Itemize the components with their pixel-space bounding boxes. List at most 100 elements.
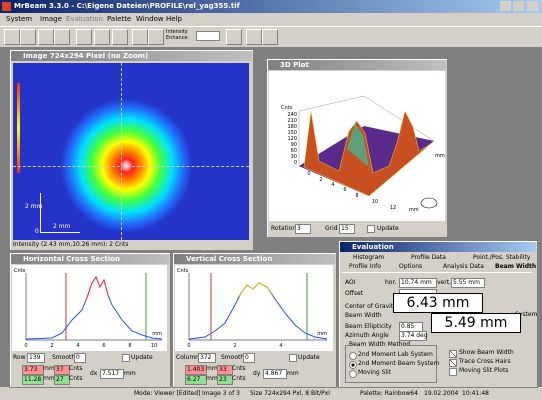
menu-item[interactable]: System — [6, 14, 32, 25]
toolbar: Intensity Enhance — [0, 26, 542, 48]
x-tick: 2 — [319, 177, 322, 183]
radio-label: 2nd Moment Lab System — [358, 351, 433, 359]
cursor2-pos: 6.27 — [185, 375, 207, 385]
dy-field: 4.867 — [263, 369, 287, 379]
title-bar: MrBeam 3.3.0 - C:\Eigene Dateien\PROFILE… — [0, 0, 542, 13]
tool-button[interactable] — [94, 29, 110, 45]
y-unit: Cnts — [177, 268, 189, 274]
x-tick: 10 — [372, 199, 378, 205]
x-tick: 12 — [390, 205, 396, 211]
beam-image: 2 mm 2 mm 0 — [13, 63, 249, 240]
x-tick: 0 — [307, 171, 310, 177]
radio-label: 2nd Moment Beam System — [358, 360, 439, 368]
radio[interactable] — [349, 352, 357, 360]
update-checkbox[interactable] — [122, 354, 130, 362]
unit: mm — [206, 365, 218, 373]
beam-width-label: Beam Width — [345, 312, 382, 320]
x-tick: 4 — [331, 182, 334, 188]
tool-button[interactable] — [226, 29, 242, 45]
tool-button[interactable] — [262, 29, 278, 45]
crosshair-h — [13, 166, 249, 167]
x-tick: 6 — [102, 343, 105, 349]
x-tick: 2 — [233, 343, 236, 349]
aoi-h-field: 10.74 mm — [399, 278, 437, 288]
row-label: Row — [13, 354, 25, 362]
menu-item[interactable]: Help — [166, 14, 182, 25]
radio[interactable] — [349, 370, 357, 378]
maximize-button[interactable] — [513, 1, 524, 11]
tool-button[interactable] — [4, 29, 20, 45]
azimuth-field: 3.74 deg — [399, 331, 427, 341]
checkbox[interactable] — [449, 359, 457, 367]
cursor1-value: 33 — [217, 365, 233, 375]
intensity-field[interactable] — [196, 31, 220, 41]
smooth-field[interactable]: 0 — [74, 353, 86, 363]
update-checkbox[interactable] — [289, 354, 297, 362]
plot3d-canvas: Cnts 240 210 180 150 120 90 60 30 0 0 2 … — [269, 71, 445, 221]
crosshair-v — [121, 63, 122, 240]
plot-bg — [12, 265, 167, 351]
x-unit: mm — [152, 331, 162, 337]
vertical-cross-window: Vertical Cross Section Cnts 0 2 4 mm Col… — [172, 252, 337, 388]
unit: Cnts — [69, 365, 82, 373]
aoi-v-field: 5.55 mm — [451, 278, 485, 288]
row-field[interactable]: 139 — [27, 353, 45, 363]
unit: Cnts — [232, 365, 245, 373]
checkbox[interactable] — [449, 350, 457, 358]
checkbox-label: Trace Cross Hairs — [459, 358, 511, 366]
unit: mm — [43, 375, 55, 383]
update-checkbox[interactable] — [367, 225, 375, 233]
callout: 5.49 mm — [431, 313, 521, 333]
method-group: Beam Width Method 2nd Moment Lab System … — [345, 345, 437, 383]
tab[interactable]: Histogram — [353, 254, 384, 262]
column-field[interactable]: 372 — [198, 353, 216, 363]
tab[interactable]: Analysis Data — [443, 263, 484, 271]
azimuth-label: Azimuth Angle — [345, 332, 389, 340]
radio-selected[interactable] — [349, 361, 357, 369]
tab-line — [342, 272, 532, 273]
x-tick: 0 — [24, 343, 27, 349]
x-tick: 4 — [279, 343, 282, 349]
cursor1-pos: 1.403 — [185, 365, 207, 375]
tool-button[interactable] — [54, 29, 70, 45]
grid-field[interactable]: 15 — [339, 224, 355, 234]
menu-bar: System Image Evaluation Palette Window H… — [0, 14, 542, 25]
tab[interactable]: Profile Info — [349, 263, 381, 271]
zoom-out-button[interactable] — [148, 29, 164, 45]
tool-button[interactable] — [112, 29, 128, 45]
menu-item[interactable]: Window — [136, 14, 164, 25]
edge-artifact — [17, 83, 20, 173]
tool-button[interactable] — [38, 29, 54, 45]
scale-label-x: 2 mm — [53, 223, 70, 231]
zoom-in-button[interactable] — [132, 29, 148, 45]
menu-item[interactable]: Image — [40, 14, 62, 25]
offset-label: Offset — [345, 290, 363, 298]
tab-active[interactable]: Beam Width — [495, 263, 536, 271]
rotation-label: Rotation — [271, 225, 296, 233]
callout: 6.43 mm — [393, 293, 483, 313]
tool-button[interactable] — [246, 29, 262, 45]
smooth-label: Smooth — [221, 354, 244, 362]
close-button[interactable] — [527, 1, 538, 11]
menu-item[interactable]: Palette — [107, 14, 131, 25]
plot3d-window: 3D Plot Cnts 240 210 180 150 120 90 60 3… — [266, 58, 448, 238]
scale-origin: 0 — [35, 228, 39, 236]
tab[interactable]: Profile Data — [411, 254, 446, 262]
scale-label-y: 2 mm — [25, 203, 42, 211]
window-caption: Vertical Cross Section — [174, 254, 335, 264]
smooth-field[interactable]: 0 — [243, 353, 255, 363]
rotation-field[interactable]: 3 — [295, 224, 311, 234]
z-tick: 0 — [294, 160, 297, 166]
minimize-button[interactable] — [500, 1, 511, 11]
tab[interactable]: Options — [399, 263, 422, 271]
scale-bar-x — [40, 232, 80, 233]
window-caption: Evaluation — [340, 242, 536, 252]
status-text: Intensity (2.43 mm,10.26 mm): 2 Cnts — [13, 241, 128, 249]
smooth-label: Smooth — [52, 354, 75, 362]
tool-button[interactable] — [20, 29, 36, 45]
tab[interactable]: Point./Pos. Stability — [473, 254, 530, 262]
menu-item[interactable]: Evaluation — [66, 14, 103, 25]
z-unit: Cnts — [281, 105, 293, 111]
tool-button[interactable] — [76, 29, 92, 45]
checkbox[interactable] — [449, 368, 457, 376]
